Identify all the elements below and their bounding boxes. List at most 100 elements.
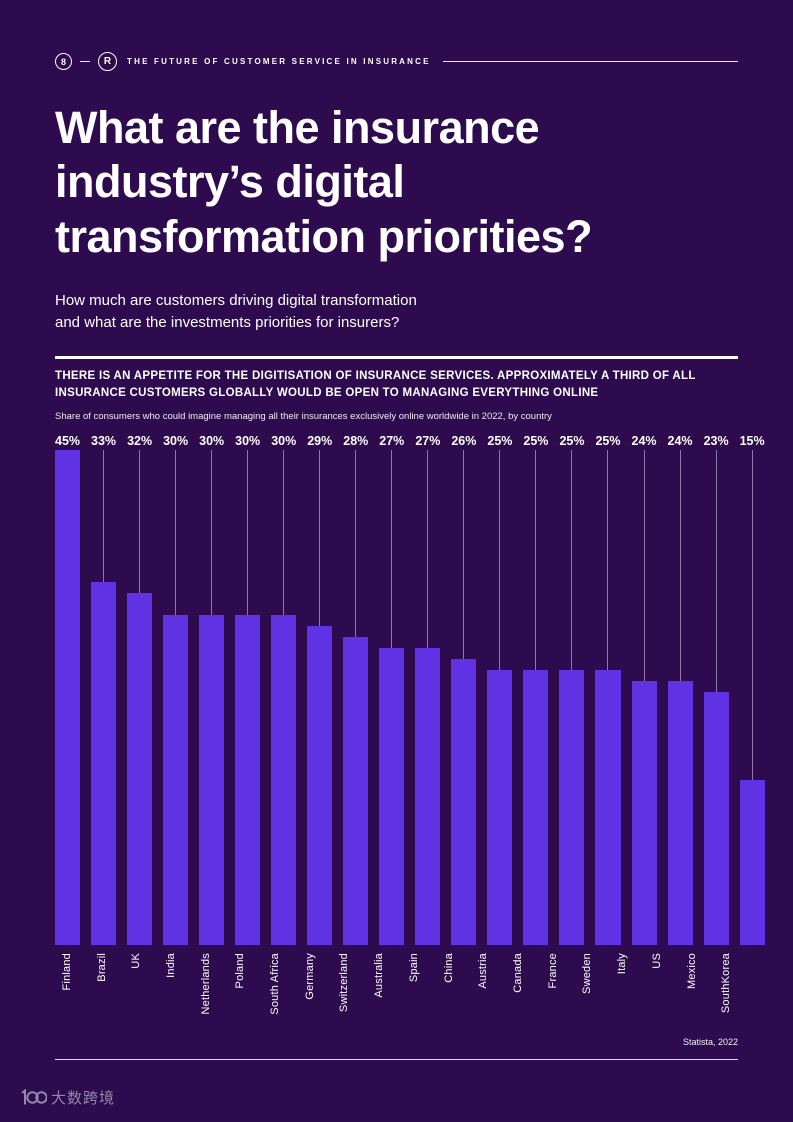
bar bbox=[379, 648, 405, 946]
bar bbox=[343, 637, 369, 946]
bar bbox=[631, 681, 657, 946]
bar-stem-line bbox=[355, 450, 357, 638]
bar-columns: 45% 33% 32% 30% 30% 30% 30% 29% 28% 27% 27% 26% 25% 2… bbox=[55, 434, 765, 946]
page-title: What are the insurance industry’s digita… bbox=[55, 101, 738, 264]
country-label: Mexico bbox=[685, 953, 698, 990]
bar bbox=[127, 593, 153, 946]
country-label-column: France bbox=[541, 953, 565, 1035]
bar bbox=[667, 681, 693, 946]
bar bbox=[163, 615, 189, 946]
bar-stem-line bbox=[103, 450, 105, 583]
bar bbox=[307, 626, 333, 946]
country-label-column: Spain bbox=[402, 953, 426, 1035]
country-label-column: Sweden bbox=[576, 953, 600, 1035]
bar-stem-line bbox=[283, 450, 285, 616]
country-label: Austria bbox=[477, 953, 490, 989]
country-label: Australia bbox=[373, 953, 386, 998]
country-label-column: Brazil bbox=[90, 953, 114, 1035]
bar-column: 24% bbox=[631, 434, 657, 946]
country-label-column: Austria bbox=[471, 953, 495, 1035]
bar-value-label: 25% bbox=[559, 434, 585, 449]
brand-logo-icon: R bbox=[98, 52, 117, 71]
title-line-1: What are the insurance bbox=[55, 102, 540, 153]
country-label-column: Germany bbox=[298, 953, 322, 1035]
bar-column: 30% bbox=[271, 434, 297, 946]
bar-column: 25% bbox=[523, 434, 549, 946]
country-label: Poland bbox=[234, 953, 247, 989]
bar-value-label: 24% bbox=[631, 434, 657, 449]
watermark-text: 大数跨境 bbox=[51, 1090, 116, 1107]
country-label: India bbox=[164, 953, 177, 979]
country-label-column: UK bbox=[124, 953, 148, 1035]
brand-letter: R bbox=[103, 56, 112, 67]
section-divider bbox=[55, 355, 738, 359]
country-label-column: US bbox=[645, 953, 669, 1035]
bar-column: 25% bbox=[487, 434, 513, 946]
country-label: Italy bbox=[616, 953, 629, 975]
country-label-column: Mexico bbox=[680, 953, 704, 1035]
bar-stem-line bbox=[715, 450, 717, 693]
bar-stem-line bbox=[463, 450, 465, 660]
country-label: Sweden bbox=[581, 953, 594, 995]
country-label-column: India bbox=[159, 953, 183, 1035]
bar bbox=[271, 615, 297, 946]
country-label: South Africa bbox=[269, 953, 282, 1016]
bar-column: 32% bbox=[127, 434, 153, 946]
header-dash bbox=[80, 61, 90, 62]
source-credit: Statista, 2022 bbox=[682, 1037, 738, 1048]
bar-value-label: 25% bbox=[595, 434, 621, 449]
bar-value-label: 30% bbox=[271, 434, 297, 449]
country-label: Germany bbox=[303, 953, 316, 1000]
report-title: THE FUTURE OF CUSTOMER SERVICE IN INSURA… bbox=[127, 57, 431, 66]
bar-value-label: 25% bbox=[523, 434, 549, 449]
bar-column: 26% bbox=[451, 434, 477, 946]
bar-column: 27% bbox=[415, 434, 441, 946]
bar bbox=[523, 670, 549, 946]
bar-stem-line bbox=[679, 450, 681, 682]
bar-column: 23% bbox=[703, 434, 729, 946]
country-label-column: Switzerland bbox=[333, 953, 357, 1035]
bar-stem-line bbox=[427, 450, 429, 649]
bar-column: 27% bbox=[379, 434, 405, 946]
title-line-2: industry’s digital bbox=[55, 156, 405, 208]
country-label: US bbox=[650, 953, 663, 969]
country-label: Canada bbox=[511, 953, 524, 994]
country-label-column: Australia bbox=[367, 953, 391, 1035]
country-label-column: South Africa bbox=[263, 953, 287, 1035]
bar-value-label: 27% bbox=[415, 434, 441, 449]
bar-value-label: 30% bbox=[163, 434, 189, 449]
bar bbox=[739, 780, 765, 946]
country-label-column: China bbox=[437, 953, 461, 1035]
country-label-column: Poland bbox=[229, 953, 253, 1035]
page-number: 8 bbox=[60, 56, 66, 67]
watermark: 大数跨境 bbox=[20, 1087, 115, 1108]
country-label: Switzerland bbox=[338, 953, 351, 1013]
bar-column: 25% bbox=[559, 434, 585, 946]
bar-column: 15% bbox=[739, 434, 765, 946]
bar-stem-line bbox=[139, 450, 141, 594]
bar bbox=[91, 582, 117, 946]
footer-divider bbox=[55, 1059, 738, 1061]
page-subtitle: How much are customers driving digital t… bbox=[55, 290, 738, 334]
country-label-column: Italy bbox=[610, 953, 634, 1035]
bar bbox=[415, 648, 441, 946]
bar bbox=[559, 670, 585, 946]
bar-stem-line bbox=[391, 450, 393, 649]
bar-stem-line bbox=[607, 450, 609, 671]
bar-column: 33% bbox=[91, 434, 117, 946]
bar-value-label: 15% bbox=[739, 434, 765, 449]
country-label: Finland bbox=[60, 953, 73, 991]
country-label: Netherlands bbox=[199, 953, 212, 1015]
bar-stem-line bbox=[175, 450, 177, 616]
bar-column: 30% bbox=[199, 434, 225, 946]
bar-stem-line bbox=[247, 450, 249, 616]
bar-value-label: 32% bbox=[127, 434, 153, 449]
bar-stem-line bbox=[499, 450, 501, 671]
bar bbox=[595, 670, 621, 946]
bar-stem-line bbox=[751, 450, 753, 781]
bar-column: 24% bbox=[667, 434, 693, 946]
header-rule bbox=[442, 61, 738, 62]
bar-chart: 45% 33% 32% 30% 30% 30% 30% 29% 28% 27% 27% 26% 25% 2… bbox=[55, 434, 765, 1035]
country-label: UK bbox=[130, 953, 143, 969]
